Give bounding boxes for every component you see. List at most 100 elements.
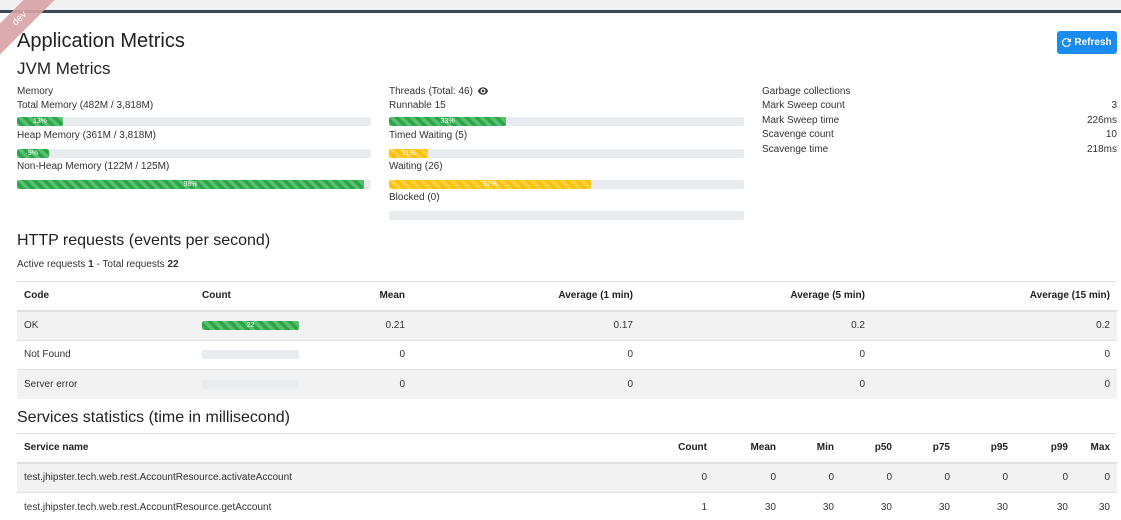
table-row: Server error 0 0 0 0 <box>17 369 1117 399</box>
gc-row-label: Scavenge count <box>762 129 834 140</box>
non-heap-memory-label: Non-Heap Memory (122M / 125M) <box>17 161 170 172</box>
p50-cell: 30 <box>841 491 899 520</box>
count-cell <box>195 339 315 370</box>
runnable-bar-fill: 33% <box>389 117 507 126</box>
services-table: Service name Count Mean Min p50 p75 p95 … <box>17 433 1117 520</box>
threads-section: Threads (Total: 46) Runnable 15 33% Time… <box>389 85 744 220</box>
min-cell: 0 <box>783 462 841 492</box>
mean-cell: 0 <box>714 462 783 492</box>
avg5-cell: 0 <box>640 369 872 399</box>
gc-heading: Garbage collections <box>762 86 851 97</box>
services-statistics-title: Services statistics (time in millisecond… <box>17 409 290 426</box>
gc-row-value: 3 <box>1111 100 1117 111</box>
avg15-cell: 0 <box>872 369 1117 399</box>
max-cell: 0 <box>1075 462 1117 492</box>
column-header: Service name <box>17 433 599 464</box>
code-cell: Not Found <box>17 339 195 370</box>
p95-cell: 0 <box>957 462 1015 492</box>
count-bar-fill: 22 <box>202 321 299 330</box>
p95-cell: 30 <box>957 491 1015 520</box>
avg15-cell: 0 <box>872 339 1117 370</box>
gc-row: Scavenge time 218ms <box>762 143 1117 158</box>
column-header: Mean <box>714 433 783 464</box>
heap-memory-label: Heap Memory (361M / 3,818M) <box>17 130 156 141</box>
memory-heading: Memory <box>17 86 54 97</box>
waiting-label: Waiting (26) <box>389 161 443 172</box>
memory-section: Memory Total Memory (482M / 3,818M) 13% … <box>17 85 371 189</box>
total-memory-bar: 13% <box>17 117 371 126</box>
column-header: Average (1 min) <box>412 281 640 312</box>
column-header: Count <box>599 433 714 464</box>
gc-row-label: Scavenge time <box>762 143 829 155</box>
threads-heading: Threads (Total: 46) <box>389 86 473 97</box>
table-row: OK 22 0.21 0.17 0.2 0.2 <box>17 310 1117 340</box>
gc-row-label: Mark Sweep count <box>762 100 845 111</box>
avg15-cell: 0.2 <box>872 310 1117 340</box>
p99-cell: 30 <box>1015 491 1075 520</box>
gc-row: Mark Sweep time 226ms <box>762 114 1117 129</box>
count-bar: 22 <box>202 321 299 330</box>
min-cell: 30 <box>783 491 841 520</box>
active-requests-prefix: Active requests <box>17 259 86 270</box>
eye-icon[interactable] <box>477 87 488 95</box>
runnable-bar: 33% <box>389 117 744 126</box>
avg1-cell: 0 <box>412 339 640 370</box>
active-requests-value: 1 <box>88 259 94 270</box>
runnable-label: Runnable 15 <box>389 100 446 111</box>
service-name-cell: test.jhipster.tech.web.rest.AccountResou… <box>17 462 599 492</box>
count-bar <box>202 380 299 389</box>
mean-cell: 0 <box>315 339 412 370</box>
gc-row-value: 10 <box>1105 129 1117 140</box>
p75-cell: 0 <box>899 462 957 492</box>
non-heap-memory-bar: 98% <box>17 180 371 189</box>
count-cell: 22 <box>195 310 315 340</box>
column-header: Count <box>195 281 315 312</box>
refresh-button-label: Refresh <box>1074 37 1112 48</box>
timed-waiting-bar: 11% <box>389 149 744 158</box>
active-requests-line: Active requests 1 - Total requests 22 <box>17 259 179 270</box>
table-header-row: Code Count Mean Average (1 min) Average … <box>17 281 1117 312</box>
gc-row: Scavenge count 10 <box>762 128 1117 143</box>
timed-waiting-label: Timed Waiting (5) <box>389 130 468 141</box>
table-row: test.jhipster.tech.web.rest.AccountResou… <box>17 491 1117 520</box>
refresh-button[interactable]: Refresh <box>1057 31 1117 54</box>
waiting-bar-fill: 57% <box>389 180 592 189</box>
top-bar <box>0 0 1121 13</box>
column-header: Mean <box>315 281 412 312</box>
refresh-icon <box>1062 38 1072 47</box>
jvm-metrics-title: JVM Metrics <box>17 59 111 78</box>
gc-section: Garbage collections Mark Sweep count 3 Ma… <box>762 85 1117 157</box>
timed-waiting-bar-fill: 11% <box>389 149 429 158</box>
column-header: Average (15 min) <box>872 281 1117 312</box>
count-cell: 1 <box>599 491 714 520</box>
total-requests-value: 22 <box>167 259 179 270</box>
http-requests-table: Code Count Mean Average (1 min) Average … <box>17 281 1117 399</box>
http-requests-title: HTTP requests (events per second) <box>17 232 271 249</box>
heap-memory-bar-fill: 9% <box>17 149 49 158</box>
mean-cell: 30 <box>714 491 783 520</box>
column-header: p50 <box>841 433 899 464</box>
blocked-label: Blocked (0) <box>389 192 440 203</box>
max-cell: 30 <box>1075 491 1117 520</box>
page-title: Application Metrics <box>17 30 185 52</box>
gc-row-value: 226ms <box>1086 114 1117 126</box>
heap-memory-bar: 9% <box>17 149 371 158</box>
column-header: Code <box>17 281 195 312</box>
avg5-cell: 0 <box>640 339 872 370</box>
avg1-cell: 0.17 <box>412 310 640 340</box>
column-header: p99 <box>1015 433 1075 464</box>
total-requests-prefix: - Total requests <box>96 259 165 270</box>
table-row: Not Found 0 0 0 0 <box>17 339 1117 370</box>
waiting-bar: 57% <box>389 180 744 189</box>
table-header-row: Service name Count Mean Min p50 p75 p95 … <box>17 433 1117 464</box>
count-cell <box>195 369 315 399</box>
gc-row: Mark Sweep count 3 <box>762 99 1117 114</box>
p75-cell: 30 <box>899 491 957 520</box>
non-heap-memory-bar-fill: 98% <box>17 180 364 189</box>
threads-heading-row: Threads (Total: 46) <box>389 85 744 99</box>
p50-cell: 0 <box>841 462 899 492</box>
column-header: p95 <box>957 433 1015 464</box>
mean-cell: 0 <box>315 369 412 399</box>
gc-row-value: 218ms <box>1086 143 1117 155</box>
blocked-bar <box>389 211 744 220</box>
